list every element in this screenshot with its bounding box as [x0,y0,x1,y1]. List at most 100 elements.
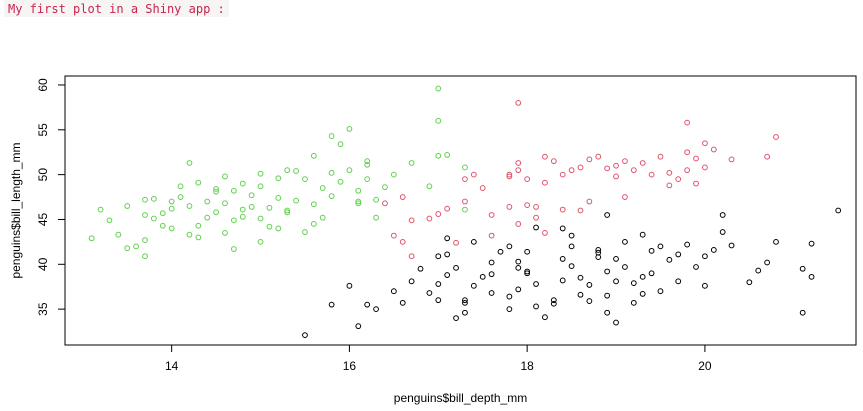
data-point [604,292,611,299]
y-tick-label: 55 [36,123,50,137]
data-point [684,241,691,248]
data-point [533,204,539,210]
data-point [142,237,148,243]
data-point [488,212,495,218]
data-point [630,167,637,174]
data-point [648,247,655,254]
data-point [248,192,255,199]
data-point [435,297,442,304]
data-point [408,253,415,260]
data-point [239,213,246,220]
data-point [746,279,753,286]
data-point [266,204,273,211]
data-point [648,171,655,178]
data-point [702,282,708,289]
data-points [88,85,842,339]
data-point [666,169,673,176]
data-point [390,288,397,295]
y-tick-label: 35 [36,302,50,316]
data-point [639,160,646,166]
data-point [195,222,202,229]
data-point [559,225,566,232]
data-point [622,194,628,200]
data-point [515,264,522,271]
data-point [346,167,353,174]
data-point [168,225,175,232]
data-point [186,203,193,209]
data-point [213,209,219,216]
data-point [462,206,468,213]
data-point [604,165,611,172]
data-point [488,271,495,278]
data-point [435,152,442,159]
data-point [408,160,415,166]
data-point [275,225,282,232]
data-point [115,231,122,238]
data-point [408,278,415,285]
data-point [639,290,646,297]
data-point [346,282,353,289]
data-point [257,170,264,177]
data-point [204,214,211,221]
data-point [106,217,113,224]
data-point [577,291,584,298]
data-point [479,273,486,280]
x-tick-label: 20 [698,359,712,373]
data-point [488,232,495,239]
data-point [666,256,673,263]
data-point [728,156,735,163]
data-point [622,264,628,270]
y-tick-label: 50 [36,168,50,182]
data-point [586,282,593,288]
data-point [675,278,682,285]
data-point [630,280,637,287]
data-point [506,204,513,210]
data-point [524,268,531,275]
data-point [222,230,228,236]
data-point [568,243,575,250]
data-point [373,214,379,221]
data-point [559,171,566,178]
data-point [586,298,593,304]
data-point [88,235,95,242]
data-point [524,202,531,209]
data-point [648,270,655,277]
data-point [657,153,664,160]
data-point [275,195,282,201]
data-point [488,259,495,266]
data-point [417,265,424,272]
x-axis-title: penguins$bill_depth_mm [394,391,527,405]
data-point [550,297,557,304]
data-point [462,176,468,183]
data-point [675,176,682,183]
data-point [693,155,699,162]
data-point [613,173,619,180]
data-point [284,207,291,214]
data-point [506,243,513,250]
data-point [364,158,371,165]
data-point [515,221,522,227]
data-point [577,207,584,214]
data-point [284,209,291,216]
data-point [630,299,637,306]
data-point [257,183,264,190]
data-point [515,160,522,166]
data-point [799,265,806,272]
data-point [808,273,815,280]
data-point [159,210,166,217]
plot-frame [64,75,857,346]
x-tick-label: 18 [520,359,534,373]
data-point [462,164,468,171]
data-point [186,231,193,238]
data-point [302,229,308,235]
data-point [390,232,397,239]
data-point [142,253,148,260]
data-point [542,230,548,236]
data-point [364,176,371,183]
data-point [319,185,326,191]
data-point [702,253,708,260]
data-point [444,251,451,258]
data-point [728,242,735,249]
data-point [462,297,468,304]
data-point [444,272,451,278]
